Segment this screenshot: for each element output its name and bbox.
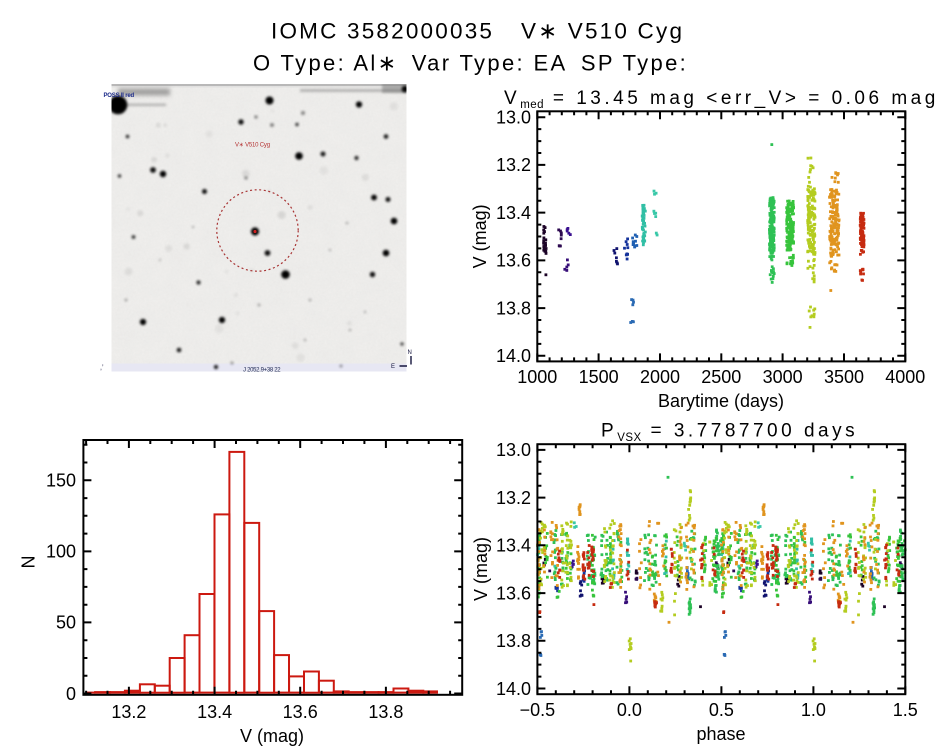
svg-text:2500: 2500 bbox=[701, 367, 741, 387]
svg-text:−0.5: −0.5 bbox=[520, 700, 556, 720]
svg-text:0.5: 0.5 bbox=[709, 700, 734, 720]
svg-text:150: 150 bbox=[46, 471, 76, 491]
svg-text:13.2: 13.2 bbox=[496, 488, 531, 508]
svg-text:N: N bbox=[19, 556, 39, 569]
svg-text:V (mag): V (mag) bbox=[240, 726, 304, 746]
svg-text:O Type: Al∗ Var Type: EA SP Ty: O Type: Al∗ Var Type: EA SP Type: bbox=[253, 51, 688, 76]
svg-text:0: 0 bbox=[66, 684, 76, 704]
svg-text:V (mag): V (mag) bbox=[470, 204, 490, 268]
svg-text:Barytime (days): Barytime (days) bbox=[658, 391, 784, 411]
svg-text:13.6: 13.6 bbox=[283, 702, 318, 722]
svg-text:13.8: 13.8 bbox=[496, 631, 531, 651]
svg-text:,’: ,’ bbox=[100, 365, 104, 372]
svg-text:PVSX = 3.7787700 days: PVSX = 3.7787700 days bbox=[601, 421, 858, 445]
svg-text:13.6: 13.6 bbox=[496, 583, 531, 603]
svg-text:V (mag): V (mag) bbox=[471, 537, 491, 601]
svg-text:13.4: 13.4 bbox=[496, 203, 531, 223]
svg-text:1500: 1500 bbox=[579, 367, 619, 387]
svg-text:3500: 3500 bbox=[824, 367, 864, 387]
svg-text:2000: 2000 bbox=[640, 367, 680, 387]
svg-text:V∗ V510 Cyg: V∗ V510 Cyg bbox=[235, 143, 270, 149]
svg-text:J 2052.9+38 22: J 2052.9+38 22 bbox=[243, 368, 281, 374]
svg-text:phase: phase bbox=[696, 724, 745, 744]
svg-text:POSS II red: POSS II red bbox=[104, 93, 135, 99]
svg-text:13.4: 13.4 bbox=[197, 702, 232, 722]
svg-text:14.0: 14.0 bbox=[496, 346, 531, 366]
svg-text:14.0: 14.0 bbox=[496, 679, 531, 699]
svg-text:100: 100 bbox=[46, 542, 76, 562]
svg-text:1.5: 1.5 bbox=[893, 700, 918, 720]
svg-text:N: N bbox=[408, 350, 412, 356]
svg-text:13.4: 13.4 bbox=[496, 536, 531, 556]
svg-text:13.8: 13.8 bbox=[368, 702, 403, 722]
svg-text:50: 50 bbox=[56, 613, 76, 633]
svg-text:4000: 4000 bbox=[885, 367, 925, 387]
svg-text:Vmed = 13.45 mag <err_V> = 0.0: Vmed = 13.45 mag <err_V> = 0.06 mag bbox=[504, 88, 939, 111]
svg-text:13.6: 13.6 bbox=[496, 251, 531, 271]
svg-text:13.0: 13.0 bbox=[496, 108, 531, 128]
svg-text:1.0: 1.0 bbox=[801, 700, 826, 720]
svg-text:13.8: 13.8 bbox=[496, 298, 531, 318]
svg-text:E: E bbox=[391, 364, 395, 370]
svg-text:13.2: 13.2 bbox=[111, 702, 146, 722]
svg-text:3000: 3000 bbox=[763, 367, 803, 387]
svg-text:13.2: 13.2 bbox=[496, 155, 531, 175]
svg-text:1000: 1000 bbox=[517, 367, 557, 387]
svg-text:0.0: 0.0 bbox=[617, 700, 642, 720]
svg-text:IOMC 3582000035 V∗ V510 Cyg: IOMC 3582000035 V∗ V510 Cyg bbox=[271, 19, 684, 44]
svg-text:13.0: 13.0 bbox=[496, 440, 531, 460]
